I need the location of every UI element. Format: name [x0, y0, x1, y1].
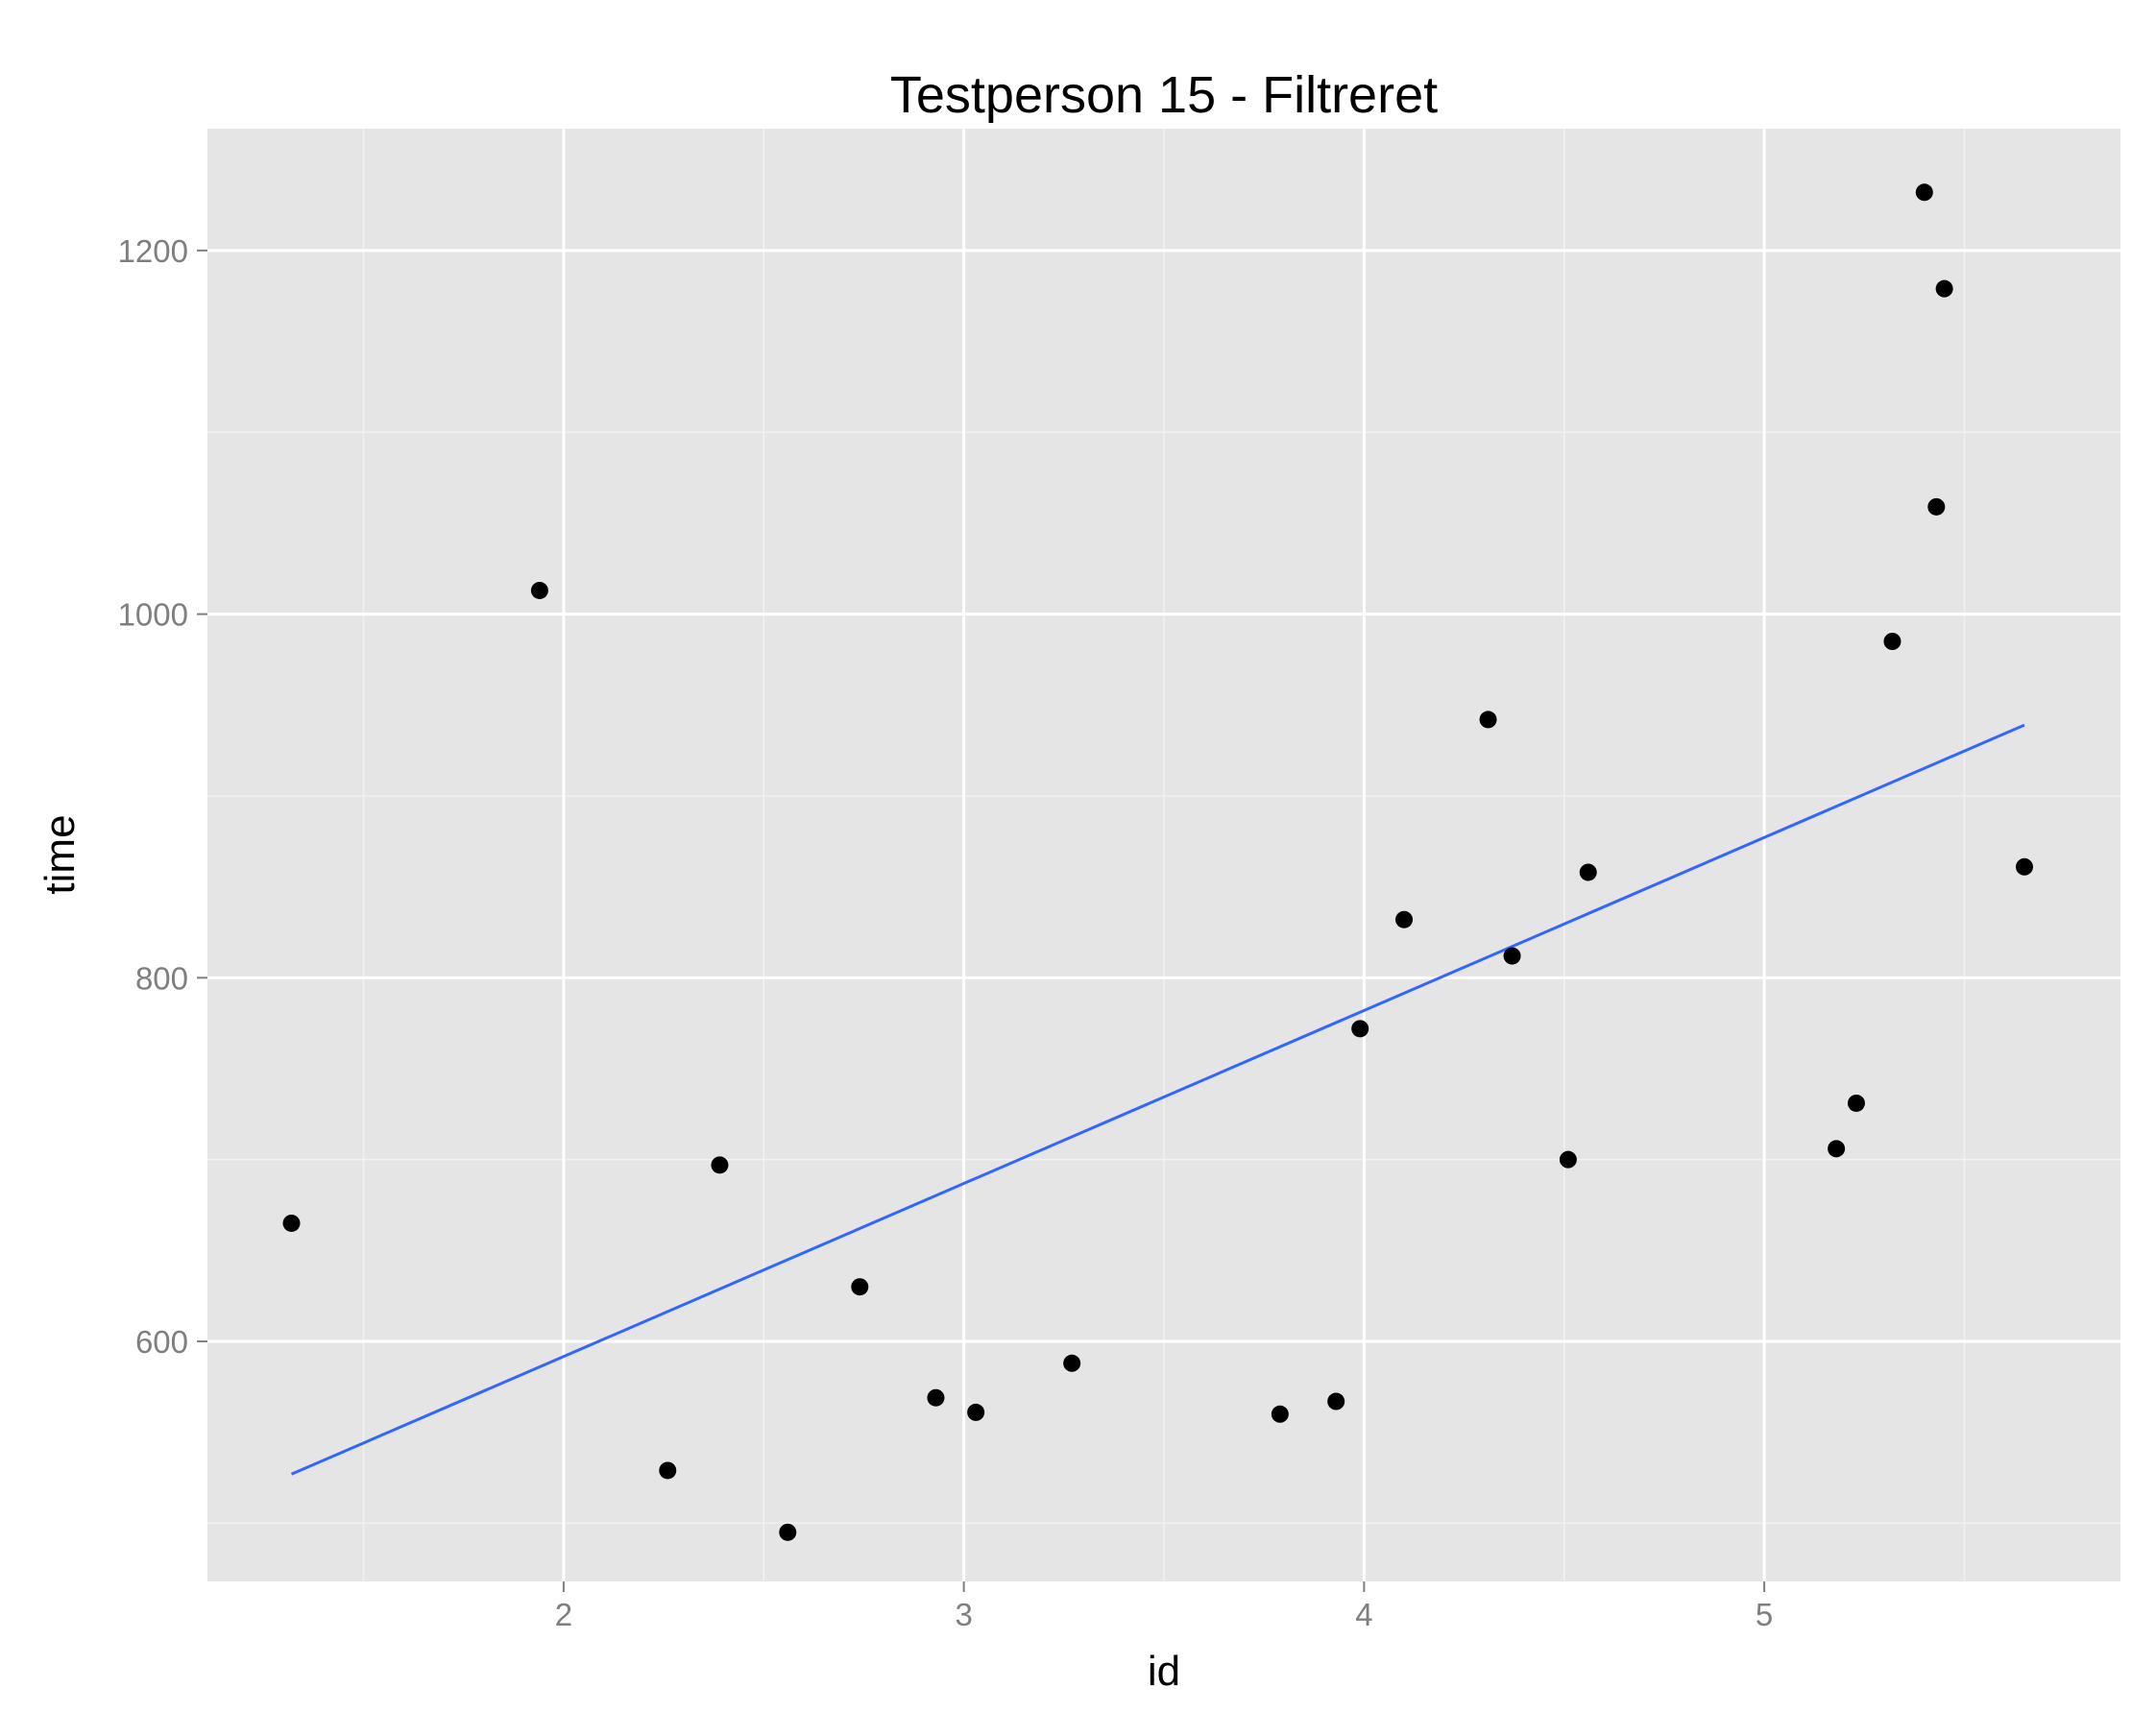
data-point — [1063, 1354, 1081, 1372]
data-point — [1847, 1094, 1865, 1112]
x-tick-label: 5 — [1756, 1597, 1773, 1632]
data-point — [1271, 1405, 1289, 1423]
chart-title: Testperson 15 - Filtreret — [890, 66, 1438, 124]
data-point — [1503, 947, 1521, 965]
data-point — [967, 1403, 985, 1421]
y-tick-label: 600 — [135, 1324, 188, 1360]
tick-layer: 2 3 4 5 600 800 1000 1200 — [118, 233, 1774, 1632]
minor-gridlines — [207, 129, 2120, 1581]
data-point — [1351, 1020, 1369, 1038]
data-point — [1915, 183, 1933, 202]
y-tick-label: 1000 — [118, 597, 188, 633]
data-point — [779, 1523, 797, 1541]
major-gridlines — [207, 129, 2120, 1581]
data-point — [1579, 863, 1597, 881]
data-point — [530, 581, 548, 599]
x-axis-title: id — [1148, 1648, 1180, 1695]
x-tick-label: 4 — [1355, 1597, 1372, 1632]
data-point — [1479, 711, 1497, 729]
data-point — [1935, 279, 1953, 298]
data-point — [711, 1156, 729, 1174]
x-tick-label: 2 — [555, 1597, 572, 1632]
fit-line-layer — [290, 723, 2025, 1476]
x-tick-label: 3 — [955, 1597, 972, 1632]
data-point — [1883, 633, 1902, 650]
data-point — [1395, 910, 1414, 928]
data-point — [282, 1214, 301, 1232]
data-point — [1327, 1392, 1345, 1411]
data-point — [2015, 857, 2033, 876]
points-layer — [282, 183, 2033, 1541]
data-point — [851, 1278, 869, 1296]
data-point — [659, 1461, 677, 1480]
y-tick-label: 800 — [135, 960, 188, 996]
data-point — [927, 1388, 945, 1407]
y-axis-title: time — [36, 814, 84, 894]
fit-line — [290, 723, 2025, 1476]
data-point — [1828, 1140, 1846, 1158]
data-point — [1927, 497, 1946, 516]
data-point — [1559, 1150, 1577, 1169]
y-tick-label: 1200 — [118, 233, 188, 269]
